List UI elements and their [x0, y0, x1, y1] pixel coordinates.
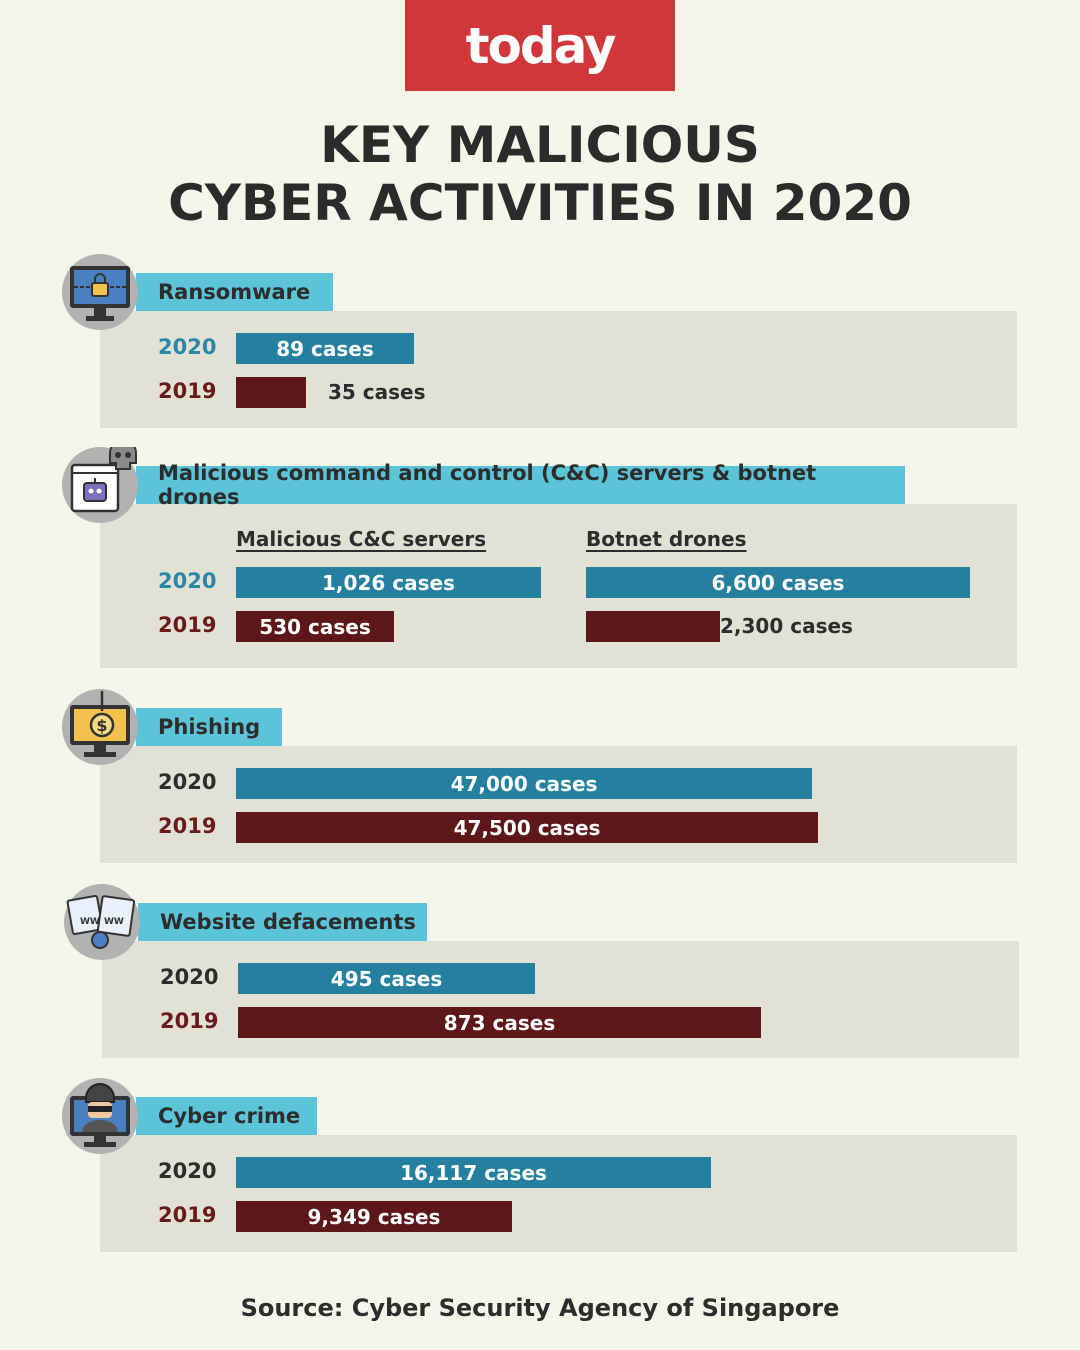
robot-skull-icon	[62, 447, 138, 523]
bar-label: 89 cases	[276, 336, 374, 361]
page-title: KEY MALICIOUS CYBER ACTIVITIES IN 2020	[0, 116, 1080, 232]
year-2020: 2020	[158, 1159, 217, 1183]
today-logo: today	[405, 0, 675, 91]
bar-label: 1,026 cases	[322, 570, 455, 595]
cc-servers-subhead: Malicious C&C servers	[236, 527, 487, 551]
phishing-label: Phishing	[136, 708, 282, 746]
bar-label: 9,349 cases	[307, 1204, 441, 1229]
bar-label: 47,000 cases	[450, 771, 598, 796]
phishing-2020-bar: 47,000 cases	[236, 768, 812, 799]
defacements-label: Website defacements	[138, 903, 427, 941]
botnet-2019-value: 2,300 cases	[720, 614, 853, 638]
ransomware-2020-bar: 89 cases	[236, 333, 414, 364]
title-line-1: KEY MALICIOUS	[320, 116, 760, 174]
cybercrime-2019-bar: 9,349 cases	[236, 1201, 512, 1232]
year-2019: 2019	[160, 1009, 219, 1033]
locked-monitor-icon	[62, 254, 138, 330]
source-note: Source: Cyber Security Agency of Singapo…	[240, 1294, 840, 1322]
bar-label: 16,117 cases	[400, 1160, 547, 1185]
bar-label: 530 cases	[259, 614, 371, 639]
defacements-2019-bar: 873 cases	[238, 1007, 761, 1038]
year-2019: 2019	[158, 379, 217, 403]
ransomware-2019-value: 35 cases	[328, 380, 426, 404]
cc-servers-2019-bar: 530 cases	[236, 611, 394, 642]
broken-www-icon: WW WW	[64, 884, 140, 960]
svg-text:$: $	[96, 716, 107, 735]
defacements-panel	[102, 941, 1019, 1058]
phishing-panel	[100, 746, 1017, 863]
year-2019: 2019	[158, 814, 217, 838]
year-2019: 2019	[158, 1203, 217, 1227]
cybercrime-label: Cyber crime	[136, 1097, 317, 1135]
botnet-2020-bar: 6,600 cases	[586, 567, 970, 598]
bar-label: 47,500 cases	[453, 815, 601, 840]
botnet-2019-bar	[586, 611, 720, 642]
svg-text:WW: WW	[104, 917, 124, 927]
title-line-2: CYBER ACTIVITIES IN 2020	[168, 174, 912, 232]
cc-botnet-label: Malicious command and control (C&C) serv…	[136, 461, 905, 509]
bar-label: 495 cases	[330, 966, 443, 991]
cybercrime-2020-bar: 16,117 cases	[236, 1157, 711, 1188]
botnet-subhead: Botnet drones	[586, 527, 747, 551]
year-2020: 2020	[158, 335, 217, 359]
defacements-2020-bar: 495 cases	[238, 963, 535, 994]
bar-label: 6,600 cases	[711, 570, 845, 595]
ransomware-label: Ransomware	[136, 273, 333, 311]
hacker-monitor-icon	[62, 1078, 138, 1154]
ransomware-2019-bar	[236, 377, 306, 408]
year-2020: 2020	[158, 770, 217, 794]
cc-servers-2020-bar: 1,026 cases	[236, 567, 541, 598]
phishing-2019-bar: 47,500 cases	[236, 812, 818, 843]
fishing-hook-dollar-icon: $	[62, 689, 138, 765]
ransomware-panel	[100, 311, 1017, 428]
year-2020: 2020	[158, 569, 217, 593]
bar-label: 873 cases	[443, 1010, 556, 1035]
cybercrime-panel	[100, 1135, 1017, 1252]
year-2020: 2020	[160, 965, 219, 989]
svg-text:WW: WW	[80, 917, 100, 927]
year-2019: 2019	[158, 613, 217, 637]
